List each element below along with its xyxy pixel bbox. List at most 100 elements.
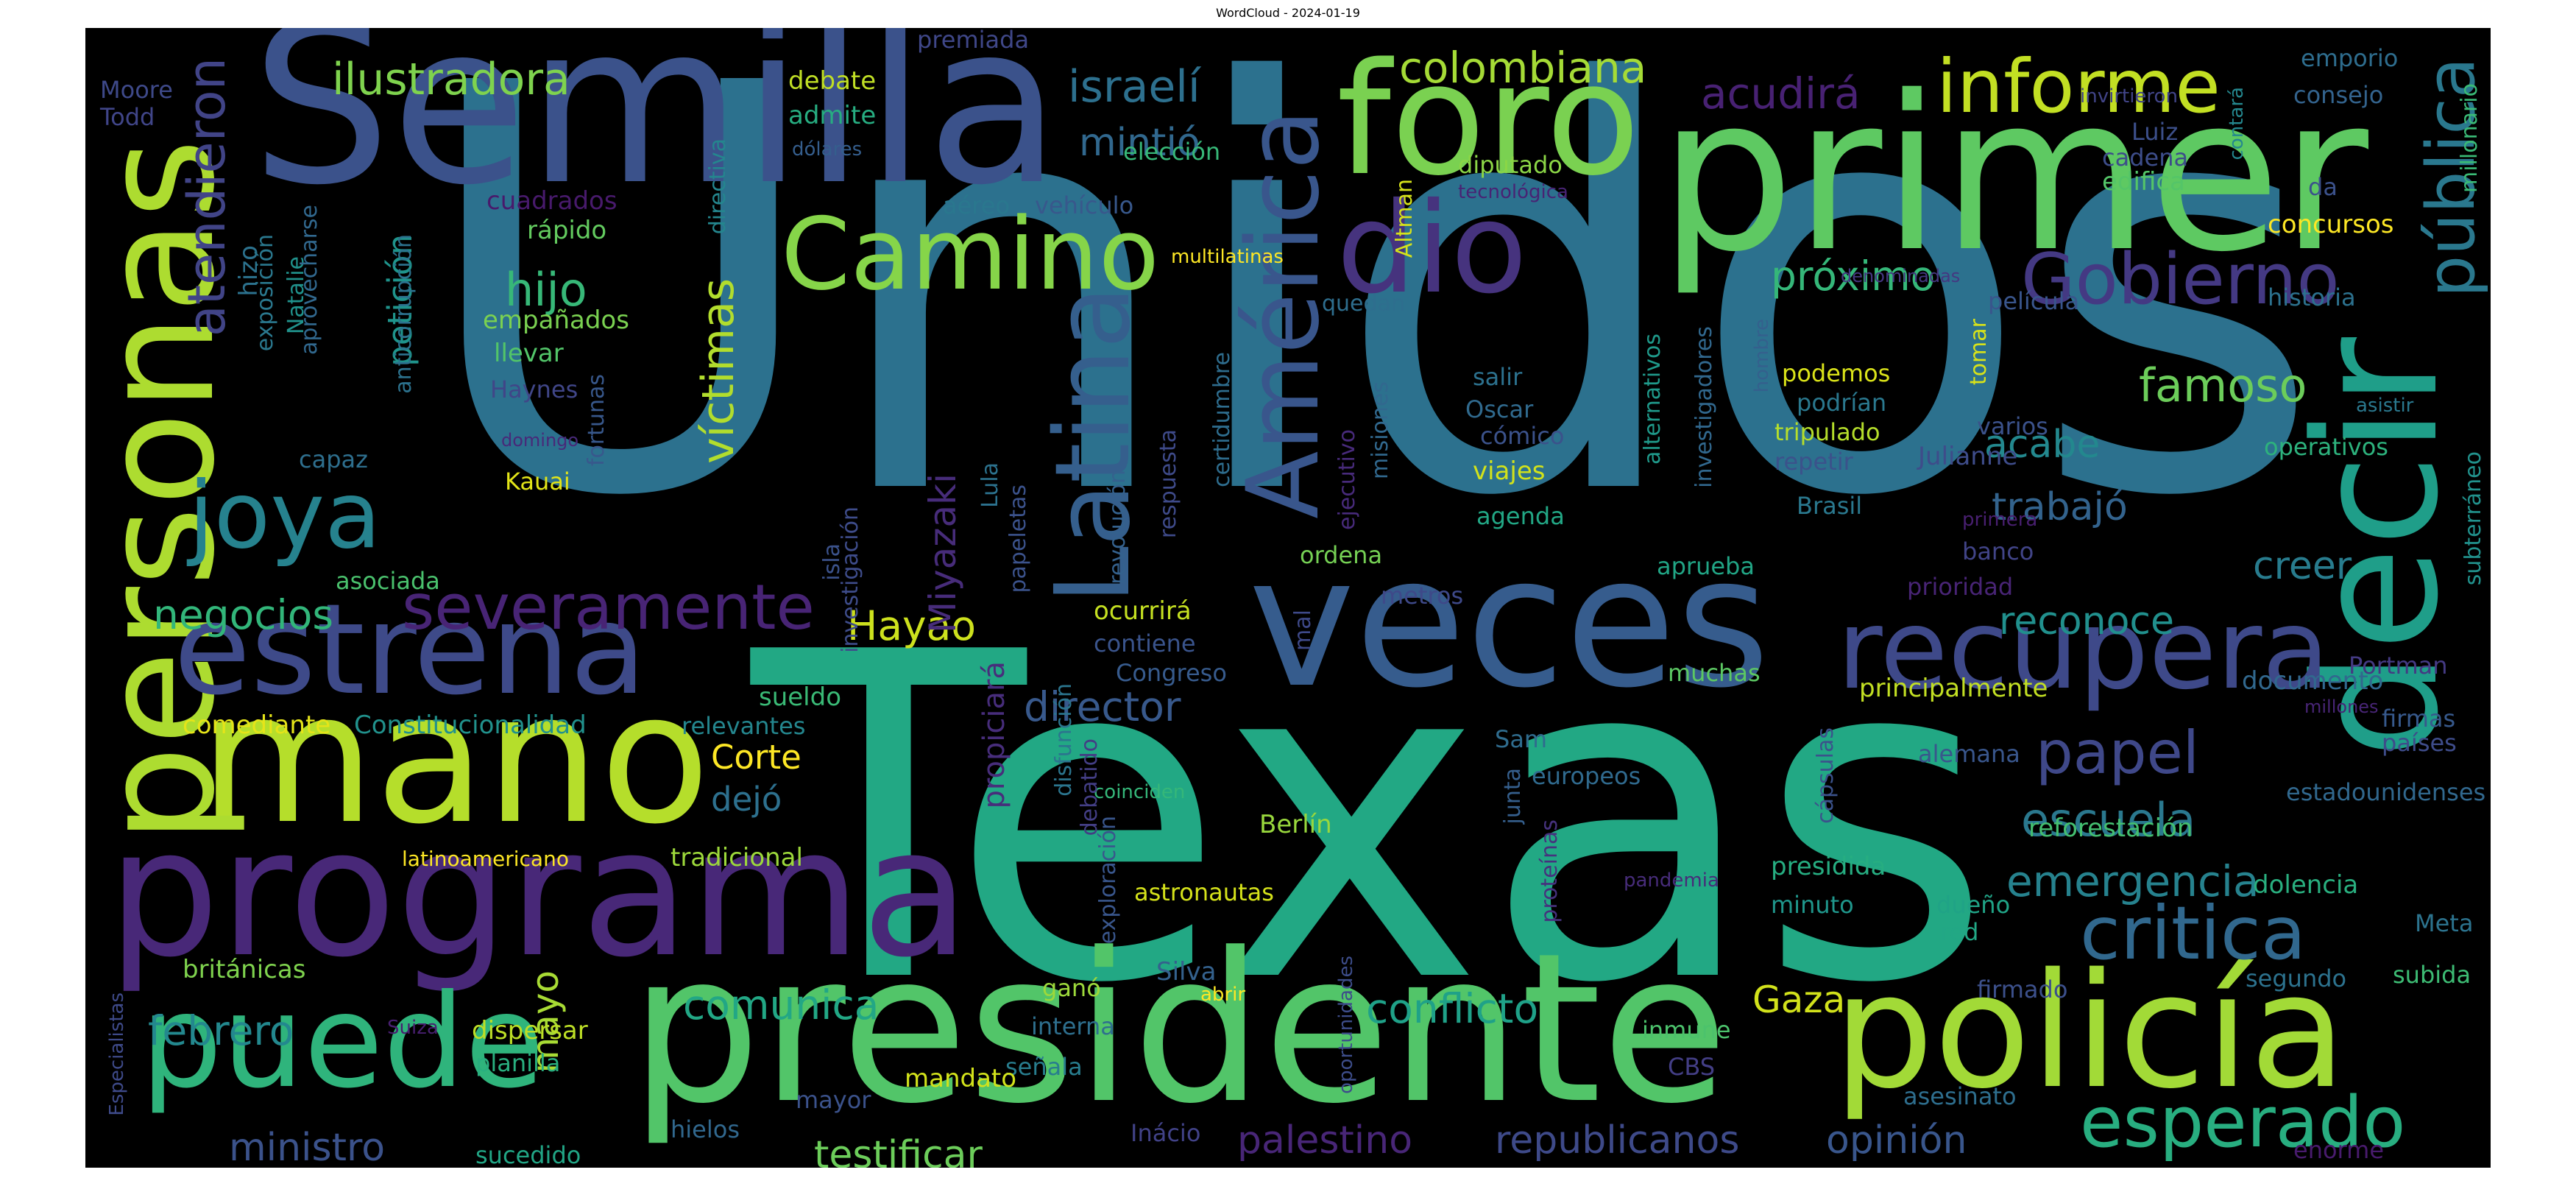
word: domingo [501, 430, 579, 451]
word: misiones [1367, 381, 1393, 479]
word: Camino [781, 197, 1160, 312]
word: comediante [183, 710, 331, 740]
word: Constitucionalidad [354, 710, 587, 740]
word: Gaza [1752, 978, 1846, 1021]
word: Inácio [1130, 1119, 1201, 1147]
word: Altman [1392, 179, 1418, 258]
word: operativos [2264, 433, 2388, 461]
word: dejó [711, 780, 782, 819]
word: mintió [1079, 121, 1200, 165]
word: propiciará [977, 661, 1011, 809]
word: mayor [796, 1086, 871, 1114]
word: palestino [1237, 1118, 1413, 1163]
word-cloud: Unidos Texas Semilla primer presidente p… [85, 28, 2491, 1168]
word: investigadores [1691, 326, 1717, 488]
word: emporio [2301, 44, 2399, 72]
word: agenda [1476, 502, 1565, 530]
word: cápsulas [1813, 727, 1839, 824]
word: pandemia [1624, 870, 1719, 892]
word: Miyazaki [921, 473, 964, 633]
word: negocios [153, 591, 334, 638]
word: papel [2036, 719, 2200, 787]
word: testificar [814, 1133, 983, 1168]
word: tecnológica [1458, 181, 1568, 203]
word: quedan [1322, 291, 1405, 317]
word: vehículo [1035, 191, 1134, 219]
word: europeos [1532, 762, 1641, 790]
word: atendieron [177, 57, 237, 337]
word: concursos [2268, 210, 2394, 239]
word: aéreo [943, 191, 1011, 219]
word: estadounidenses [2286, 778, 2486, 806]
word: hijo [505, 263, 587, 317]
word: tradicional [670, 843, 803, 872]
word: ganó [1042, 974, 1101, 1002]
word: Berlín [1259, 810, 1332, 839]
word: hielos [670, 1115, 740, 1143]
word: republicanos [1495, 1118, 1740, 1163]
word: astronautas [1134, 878, 1274, 906]
word: red [1940, 918, 1979, 946]
word: Todd [100, 103, 155, 131]
word: exposición [252, 234, 278, 352]
word: dolencia [2253, 870, 2359, 900]
word: dispersar [472, 1016, 588, 1045]
word: conflicto [1366, 985, 1539, 1032]
word: aprovecharse [297, 205, 322, 355]
word: metros [1381, 582, 1464, 610]
word: febrero [148, 1007, 294, 1054]
word: asistir [2356, 395, 2414, 417]
word: Gobierno [2021, 239, 2340, 320]
word: prioridad [1907, 573, 2014, 601]
word: famoso [2139, 359, 2307, 412]
word: planilla [475, 1049, 561, 1077]
word: llevar [494, 339, 564, 368]
word: Meta [2415, 909, 2474, 937]
word: hombre [1751, 319, 1773, 393]
word: creer [2253, 544, 2352, 588]
word: millones [2304, 696, 2379, 717]
word: empañados [483, 306, 629, 335]
word: minuto [1771, 891, 1854, 919]
word: historia [2268, 283, 2356, 311]
word: víctimas [693, 278, 744, 464]
word: sucedido [475, 1141, 581, 1168]
word: tripulado [1774, 418, 1880, 446]
word: relevantes [682, 712, 806, 740]
word: podrían [1797, 389, 1887, 417]
word: disfunción [1051, 683, 1077, 797]
word: Kauai [505, 468, 570, 495]
word: banco [1962, 537, 2034, 565]
word: edifica [2102, 167, 2185, 197]
word: multilatinas [1171, 246, 1284, 268]
word: ordena [1300, 541, 1383, 569]
word: británicas [183, 955, 306, 984]
word: debatido [1077, 738, 1103, 836]
word: viajes [1473, 456, 1546, 486]
word: israelí [1068, 61, 1200, 113]
word: estrena [174, 577, 647, 723]
word: informe [1936, 43, 2221, 130]
word: policía [1833, 939, 2347, 1124]
word: acabe [1984, 423, 2101, 467]
word: denominadas [1841, 266, 1961, 286]
word: dio [1337, 176, 1528, 322]
word: trabajó [1992, 485, 2128, 529]
word: presidente [630, 909, 1729, 1149]
word: Semilla [251, 28, 1062, 233]
word: enorme [2293, 1136, 2384, 1164]
word: repetir [1774, 448, 1853, 476]
word: anticorrupción [391, 234, 417, 394]
word: directiva [705, 138, 731, 235]
word: director [1024, 683, 1181, 730]
word: reforestación [2028, 814, 2193, 843]
word: Portman [2349, 652, 2448, 680]
word: revolución [1105, 470, 1130, 585]
word: mal [1290, 610, 1316, 651]
word: salir [1473, 363, 1523, 391]
word: tomar [1966, 319, 1992, 386]
word: ministro [229, 1126, 386, 1168]
word: sueldo [759, 683, 842, 712]
word: Luiz [2131, 118, 2179, 146]
word: película [1988, 287, 2080, 315]
